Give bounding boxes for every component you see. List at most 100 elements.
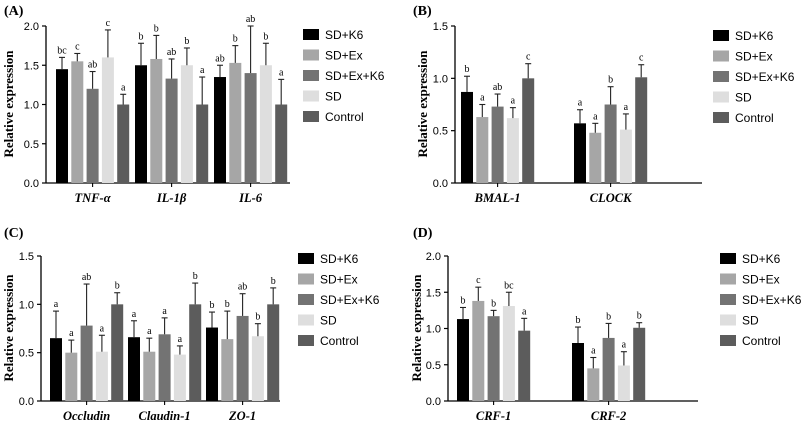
bar bbox=[502, 306, 515, 401]
x-category-label: CRF-2 bbox=[591, 409, 626, 423]
significance-label: bc bbox=[57, 45, 67, 56]
legend-label: SD+K6 bbox=[320, 252, 359, 266]
x-category-label: TNF-α bbox=[75, 191, 112, 205]
bar bbox=[491, 106, 504, 183]
bar bbox=[86, 88, 99, 183]
bar bbox=[506, 118, 519, 183]
significance-label: ab bbox=[167, 47, 176, 58]
bar bbox=[80, 325, 93, 401]
y-axis-title: Relative expression bbox=[409, 274, 424, 382]
significance-label: b bbox=[465, 64, 470, 75]
bar bbox=[158, 334, 171, 401]
y-tick-label: 1.5 bbox=[433, 21, 448, 33]
legend-swatch bbox=[303, 90, 319, 102]
bar bbox=[275, 104, 288, 183]
legend-swatch bbox=[298, 253, 314, 264]
bar bbox=[244, 73, 257, 183]
significance-label: b bbox=[193, 271, 198, 282]
legend-swatch bbox=[303, 49, 319, 61]
legend-label: SD+Ex bbox=[325, 49, 363, 63]
significance-label: b bbox=[210, 300, 215, 311]
significance-label: b bbox=[461, 295, 466, 306]
panel-4: (D)Relative expression0.00.51.01.52.0bcb… bbox=[409, 226, 802, 423]
bar bbox=[50, 338, 62, 401]
legend-swatch bbox=[720, 273, 736, 285]
bar bbox=[229, 62, 242, 183]
panel-3: (C)Relative expression0.00.51.01.5aaabab… bbox=[1, 226, 380, 423]
bar bbox=[214, 77, 226, 183]
x-category-label: ZO-1 bbox=[228, 409, 256, 423]
bar bbox=[180, 65, 193, 183]
legend-swatch bbox=[303, 111, 319, 122]
significance-label: a bbox=[178, 334, 183, 345]
significance-label: c bbox=[639, 53, 644, 64]
y-tick-label: 0.0 bbox=[19, 396, 34, 408]
bar bbox=[56, 69, 68, 183]
bar bbox=[251, 336, 264, 401]
legend-swatch bbox=[713, 112, 729, 123]
bar bbox=[206, 327, 218, 401]
significance-label: ab bbox=[88, 60, 97, 71]
bar bbox=[117, 104, 130, 183]
x-category-label: Claudin-1 bbox=[139, 409, 191, 423]
y-tick-label: 1.0 bbox=[19, 299, 34, 311]
significance-label: a bbox=[480, 93, 485, 104]
y-tick-label: 0.5 bbox=[24, 139, 39, 151]
bar bbox=[71, 61, 84, 184]
panel-label: (B) bbox=[413, 4, 432, 19]
bar bbox=[619, 129, 632, 183]
bar bbox=[173, 354, 186, 401]
significance-label: c bbox=[75, 41, 80, 52]
significance-label: a bbox=[624, 102, 629, 113]
legend-swatch bbox=[720, 294, 736, 305]
significance-label: a bbox=[54, 299, 59, 310]
y-axis-title: Relative expression bbox=[415, 50, 430, 158]
bar bbox=[522, 78, 535, 183]
legend-swatch bbox=[713, 71, 729, 82]
x-category-label: CLOCK bbox=[590, 191, 633, 205]
legend-label: SD bbox=[325, 90, 342, 104]
legend-label: SD bbox=[735, 91, 752, 105]
legend-label: SD+Ex+K6 bbox=[325, 69, 385, 83]
legend-swatch bbox=[298, 335, 314, 346]
significance-label: ab bbox=[246, 14, 255, 25]
bar bbox=[196, 104, 209, 183]
significance-label: a bbox=[162, 306, 167, 317]
y-tick-label: 1.5 bbox=[19, 251, 34, 263]
y-tick-label: 1.5 bbox=[426, 287, 441, 299]
significance-label: ab bbox=[238, 282, 247, 293]
y-tick-label: 1.0 bbox=[433, 73, 448, 85]
significance-label: a bbox=[121, 82, 126, 93]
panel-label: (A) bbox=[4, 4, 24, 19]
legend-swatch bbox=[720, 335, 736, 346]
y-tick-label: 2.0 bbox=[24, 21, 39, 33]
bar bbox=[589, 132, 602, 183]
bar bbox=[635, 77, 648, 183]
bar bbox=[111, 304, 124, 401]
legend-swatch bbox=[713, 50, 729, 62]
bar bbox=[221, 339, 234, 401]
bar bbox=[572, 343, 584, 401]
legend-swatch bbox=[720, 253, 736, 264]
legend-label: Control bbox=[742, 334, 781, 348]
significance-label: a bbox=[593, 111, 598, 122]
legend-label: SD+Ex bbox=[742, 273, 780, 287]
x-category-label: IL-6 bbox=[238, 191, 263, 205]
bar bbox=[150, 58, 163, 183]
bar bbox=[128, 337, 140, 401]
significance-label: c bbox=[106, 18, 111, 29]
bar bbox=[143, 351, 156, 401]
legend-swatch bbox=[720, 314, 736, 326]
significance-label: a bbox=[591, 346, 596, 357]
bar bbox=[95, 351, 108, 401]
bar bbox=[604, 104, 617, 183]
bar bbox=[135, 65, 147, 183]
bar bbox=[189, 304, 202, 401]
legend-label: Control bbox=[325, 110, 364, 124]
x-category-label: CRF-1 bbox=[476, 409, 511, 423]
legend-label: SD bbox=[320, 314, 337, 328]
legend-label: SD+Ex+K6 bbox=[320, 293, 380, 307]
legend-swatch bbox=[298, 314, 314, 326]
y-axis-title: Relative expression bbox=[1, 274, 16, 382]
